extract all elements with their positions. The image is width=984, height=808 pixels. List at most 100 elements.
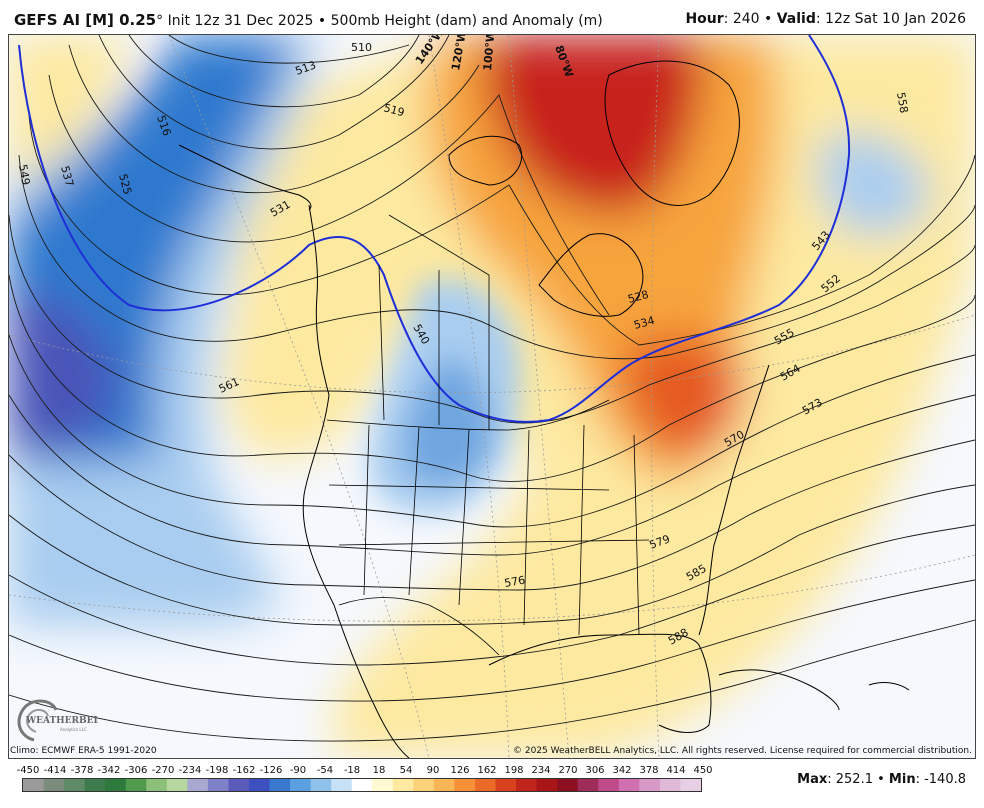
colorbar-tick: -162 — [232, 765, 256, 776]
contour-label: 525 — [116, 172, 134, 196]
logo-text: WEATHERBELL — [25, 716, 98, 726]
colorbar-tick: 270 — [558, 765, 578, 776]
hour-value: : 240 — [723, 11, 760, 27]
colorbar-swatch — [454, 779, 476, 791]
colorbar-swatch — [64, 779, 86, 791]
contour-line — [9, 579, 975, 702]
colorbar-swatch — [639, 779, 661, 791]
colorbar-swatch — [331, 779, 353, 791]
colorbar-tick: 306 — [585, 765, 605, 776]
weatherbell-logo: WEATHERBELL Analytics LLC — [17, 699, 98, 742]
colorbar-tick: -342 — [97, 765, 121, 776]
contour-line — [28, 114, 975, 346]
us-mexico-border — [338, 597, 500, 656]
graticule-line — [428, 35, 510, 758]
contour-label: 576 — [503, 574, 526, 590]
colorbar-tick: -306 — [124, 765, 148, 776]
colorbar-swatch — [495, 779, 517, 791]
graticule-line — [508, 35, 570, 758]
arctic-islands — [448, 135, 523, 186]
colorbar-swatch — [84, 779, 106, 791]
colorbar-swatch — [166, 779, 188, 791]
colorbar-tick: -450 — [16, 765, 40, 776]
contour-line — [9, 394, 975, 556]
strong-warm-anomaly-region — [485, 35, 702, 213]
climo-note: Climo: ECMWF ERA-5 1991-2020 — [10, 746, 157, 756]
graticule-line — [168, 35, 430, 758]
contour-line — [9, 484, 975, 626]
contour-label: 510 — [351, 41, 372, 54]
colorbar-swatch — [680, 779, 701, 791]
coastlines — [178, 60, 910, 758]
colorbar-swatch — [557, 779, 579, 791]
logo-subtext: Analytics LLC — [60, 727, 87, 732]
colorbar-swatch — [290, 779, 312, 791]
min-value: : -140.8 — [915, 772, 966, 787]
caribbean-islands — [868, 682, 910, 691]
colorbar-swatch — [187, 779, 209, 791]
cuba — [718, 669, 840, 711]
colorbar-swatch — [249, 779, 271, 791]
contour-line — [9, 524, 975, 666]
contour-label: 528 — [626, 288, 650, 306]
contour-line — [128, 35, 420, 108]
contour-label: 558 — [894, 91, 910, 114]
colorbar-swatch — [228, 779, 250, 791]
colorbar-swatch — [372, 779, 394, 791]
graticule-line — [9, 314, 975, 394]
colorbar-swatch — [618, 779, 640, 791]
east-coast — [698, 364, 770, 636]
colorbar-swatch — [433, 779, 455, 791]
contour-line — [9, 274, 975, 482]
colorbar-swatch — [577, 779, 599, 791]
contour-line — [9, 334, 975, 528]
bullet: • — [313, 13, 331, 29]
valid-value: : 12z Sat 10 Jan 2026 — [815, 11, 966, 27]
valid-time: Hour: 240 • Valid: 12z Sat 10 Jan 2026 — [685, 11, 966, 27]
us-canada-border — [326, 399, 610, 431]
colorbar-tick: 54 — [399, 765, 413, 776]
colorbar-tick: 198 — [504, 765, 524, 776]
degree-symbol: ° — [156, 13, 164, 29]
colorbar-tick: 162 — [477, 765, 497, 776]
colorbar-swatch — [413, 779, 435, 791]
greenland — [604, 60, 740, 206]
colorbar-tick: 126 — [450, 765, 470, 776]
hour-label: Hour — [685, 11, 724, 27]
colorbar-swatch — [351, 779, 373, 791]
colorbar-swatch — [475, 779, 497, 791]
header: GEFS AI [M] 0.25° Init 12z 31 Dec 2025 •… — [0, 0, 984, 34]
colorbar-swatch — [392, 779, 414, 791]
state-line — [328, 424, 650, 636]
contour-line — [48, 74, 610, 316]
colorbar-swatch — [659, 779, 681, 791]
colorbar-tick: 450 — [693, 765, 713, 776]
graticule-line — [651, 35, 660, 758]
colorbar-tick: 90 — [426, 765, 440, 776]
gulf-coast — [488, 633, 712, 733]
max-min-summary: Max: 252.1 • Min: -140.8 — [797, 772, 966, 787]
graticule-line — [9, 554, 975, 622]
contour-label: 519 — [382, 101, 406, 119]
colorbar-tick: 414 — [666, 765, 686, 776]
colorbar-swatch — [146, 779, 168, 791]
colorbar-swatch — [23, 779, 45, 791]
west-coast — [302, 204, 410, 758]
chart-title: GEFS AI [M] 0.25° Init 12z 31 Dec 2025 •… — [14, 11, 603, 29]
min-label: Min — [888, 772, 916, 787]
contour-line — [9, 619, 975, 742]
colorbar-tick: -198 — [205, 765, 229, 776]
colorbar-tick: -54 — [316, 765, 334, 776]
political-borders — [326, 214, 650, 656]
bullet: • — [759, 11, 777, 27]
contour-line — [168, 35, 410, 64]
copyright-note: © 2025 WeatherBELL Analytics, LLC. All r… — [513, 746, 972, 756]
contour-540-line — [18, 35, 851, 423]
colorbar-tick: -234 — [178, 765, 202, 776]
hudson-bay — [538, 233, 644, 317]
province-line — [378, 214, 490, 430]
pacific-strong-cold-anomaly-region — [9, 293, 119, 455]
colorbar-tick: -378 — [70, 765, 94, 776]
graticule — [9, 35, 975, 758]
contour-label: 549 — [16, 163, 32, 186]
